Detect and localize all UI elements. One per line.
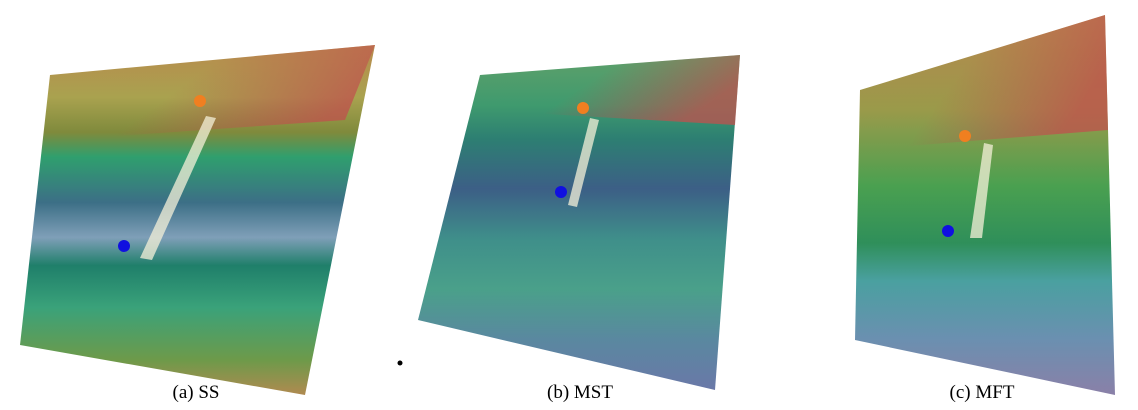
page: {"captions": ["(a) SS", "(b) MST", "(c) … [0,0,1138,410]
stray-dot [398,361,403,366]
panel-b [418,55,740,390]
end-point [118,240,130,252]
end-point [942,225,954,237]
surface-shade [858,15,1108,150]
panel-a [20,45,375,395]
start-point [959,130,971,142]
caption: (a) SS [173,382,220,403]
caption: (b) MST [547,382,613,403]
end-point [555,186,567,198]
caption: (c) MFT [950,382,1015,403]
figure: (a) SS (b) MST (c) MFT [0,0,1138,410]
panel-c [855,15,1115,395]
start-point [577,102,589,114]
start-point [194,95,206,107]
